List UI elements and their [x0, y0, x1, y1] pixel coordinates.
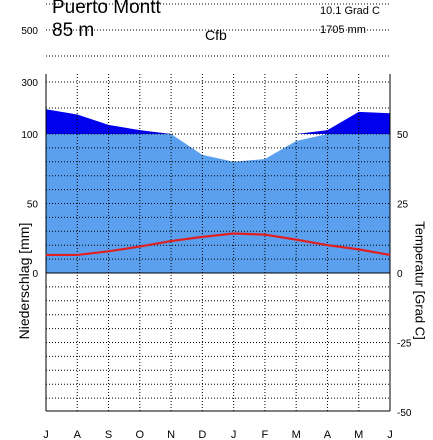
station-elevation: 85 m — [52, 20, 95, 41]
month-tick-label: D — [198, 429, 206, 440]
precip-tick-label: 500 — [21, 26, 38, 37]
left-axis-label: Niederschlag [mm] — [16, 222, 32, 340]
month-tick-label: A — [324, 429, 332, 440]
precip-tick-label: 100 — [21, 130, 38, 141]
climate-classification: Cfb — [205, 27, 227, 43]
right-axis-label: Temperatur [Grad C] — [412, 221, 428, 340]
precip-tick-label: 300 — [21, 78, 38, 89]
month-tick-label: A — [74, 429, 82, 440]
annual-precipitation: 1705 mm — [320, 24, 366, 36]
month-tick-label: O — [136, 429, 145, 440]
temperature-tick-label: 0 — [397, 269, 403, 280]
temperature-line — [46, 232, 391, 257]
month-tick-label: J — [387, 429, 393, 440]
temperature-tick-label: 25 — [397, 200, 409, 211]
annual-mean-temperature: 10.1 Grad C — [320, 5, 380, 17]
month-tick-label: M — [354, 429, 363, 440]
station-name: Puerto Montt — [52, 0, 161, 18]
temperature-tick-label: -50 — [397, 408, 412, 419]
month-tick-label: N — [167, 429, 175, 440]
precip-tick-label: 0 — [32, 269, 38, 280]
month-tick-label: S — [105, 429, 112, 440]
month-tick-label: M — [292, 429, 301, 440]
month-tick-label: F — [262, 429, 269, 440]
precip-tick-label: 50 — [27, 200, 39, 211]
precipitation-excess-area — [46, 109, 390, 134]
month-tick-label: J — [231, 429, 237, 440]
temperature-tick-label: 50 — [397, 130, 409, 141]
month-tick-label: J — [43, 429, 49, 440]
temperature-tick-label: -25 — [397, 339, 412, 350]
